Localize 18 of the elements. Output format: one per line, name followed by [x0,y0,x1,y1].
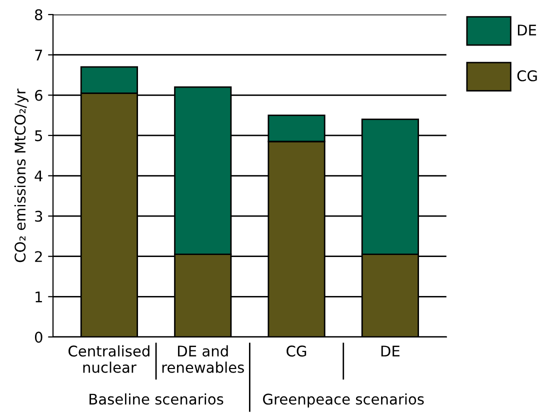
y-tick-label: 7 [35,50,42,60]
y-tick-label: 2 [35,251,42,262]
x-tick-label: DE and renewables [162,345,244,373]
y-tick-label: 1 [36,292,42,302]
text: Greenpeace scenarios [263,393,424,408]
y-tick-label: 8 [35,9,42,20]
y-tick-label: 0 [34,332,42,343]
y-tick-label: 4 [34,170,42,182]
x-tick-label: Centralised nuclear [68,345,150,373]
y-axis-title: CO₂ emissions MtCO₂/yr [14,88,28,262]
x-tick-label: DE [381,346,400,356]
y-tick-label: 3 [35,210,42,222]
y-tick-label: 5 [35,130,42,142]
text: Baseline scenarios [90,393,224,405]
legend-label: DE [518,24,536,36]
x-tick-label: CG [286,346,306,357]
legend-label: CG [517,70,537,82]
y-tick-label: 6 [35,90,42,101]
